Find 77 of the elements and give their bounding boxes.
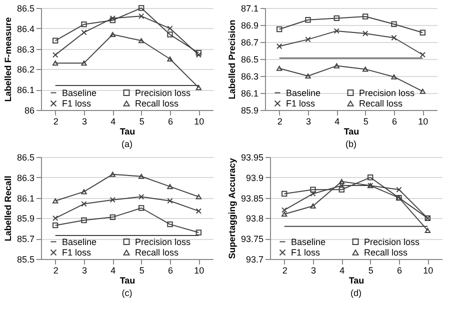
y-tick-label: 93.7 — [246, 254, 264, 264]
y-tick-label: 86.3 — [16, 44, 34, 54]
legend-label: Baseline — [62, 236, 97, 247]
y-axis-title: Labelled Recall — [2, 176, 13, 242]
y-tick-label: 93.9 — [246, 172, 264, 183]
x-tick-label: 4 — [110, 116, 116, 126]
y-axis-title: Supertagging Accuracy — [226, 158, 237, 259]
x-tick-label: 2 — [277, 116, 282, 126]
x-tick-label: 3 — [306, 116, 312, 126]
x-tick-label: 4 — [334, 116, 340, 126]
y-tick-label: 86 — [24, 106, 34, 116]
text: (c) — [122, 288, 132, 298]
x-tick-label: 10 — [194, 266, 204, 276]
legend-label: Baseline — [291, 236, 326, 247]
y-tick-label: 86.2 — [16, 64, 34, 75]
legend-label: Recall loss — [135, 248, 180, 258]
y-tick-label: 93.75 — [240, 234, 264, 244]
x-tick-label: 10 — [423, 266, 434, 276]
y-tick-label: 86.3 — [240, 72, 258, 82]
y-tick-label: 86.9 — [240, 20, 258, 30]
text: (a) — [122, 139, 132, 149]
y-tick-label: 86.5 — [240, 54, 258, 64]
legend-label: F1 loss — [291, 248, 321, 258]
y-tick-label: 85.9 — [240, 106, 258, 116]
x-axis-title: Tau — [344, 126, 360, 136]
y-tick-label: 86.4 — [16, 24, 34, 34]
legend-label: Baseline — [62, 88, 97, 98]
x-axis-title: Tau — [120, 276, 136, 286]
x-tick-label: 3 — [82, 116, 88, 126]
x-tick-label: 6 — [396, 266, 402, 276]
y-tick-label: 86.1 — [16, 85, 34, 96]
legend-label: F1 loss — [62, 248, 92, 258]
legend-label: F1 loss — [62, 98, 92, 108]
y-tick-label: 87.1 — [240, 4, 258, 14]
x-axis-title: Tau — [120, 126, 136, 136]
x-tick-label: 6 — [168, 266, 174, 276]
legend-label: Precision loss — [135, 236, 192, 247]
text: (b) — [346, 139, 356, 149]
x-tick-label: 5 — [363, 116, 368, 126]
x-tick-label: 6 — [392, 116, 398, 126]
y-axis-title: Labelled Precision — [226, 20, 237, 100]
x-tick-label: 3 — [82, 266, 88, 276]
y-tick-label: 93.8 — [246, 214, 264, 224]
x-tick-label: 3 — [310, 266, 316, 276]
y-tick-label: 93.85 — [240, 193, 264, 204]
y-tick-label: 86.1 — [16, 193, 34, 204]
legend-label: Precision loss — [135, 88, 192, 98]
text: (d) — [350, 288, 362, 298]
x-tick-label: 2 — [282, 266, 288, 276]
x-tick-label: 5 — [139, 266, 144, 276]
x-tick-label: 2 — [53, 116, 58, 126]
y-tick-label: 86.5 — [16, 4, 34, 14]
y-tick-label: 86.3 — [16, 172, 34, 183]
x-tick-label: 5 — [139, 116, 144, 126]
legend-label: Baseline — [286, 88, 321, 98]
y-tick-label: 86.7 — [240, 38, 258, 48]
legend-label: Precision loss — [359, 88, 416, 98]
x-tick-label: 4 — [340, 266, 345, 276]
x-tick-label: 5 — [368, 266, 374, 276]
y-axis-title: Labelled F-measure — [2, 17, 13, 102]
y-tick-label: 85.7 — [16, 234, 34, 244]
x-tick-label: 10 — [418, 116, 428, 126]
x-tick-label: 10 — [194, 116, 204, 126]
x-axis-title: Tau — [348, 276, 364, 286]
legend-label: Precision loss — [364, 236, 420, 247]
y-tick-label: 85.9 — [16, 214, 34, 224]
legend-label: F1 loss — [286, 98, 316, 108]
y-tick-label: 86.5 — [16, 152, 34, 162]
y-tick-label: 86.1 — [240, 88, 258, 98]
x-tick-label: 4 — [110, 266, 116, 276]
x-tick-label: 6 — [168, 116, 174, 126]
y-tick-label: 93.95 — [240, 152, 264, 162]
legend-label: Recall loss — [364, 248, 408, 258]
legend-label: Recall loss — [359, 98, 404, 108]
x-tick-label: 2 — [53, 266, 58, 276]
legend-label: Recall loss — [135, 98, 180, 108]
y-tick-label: 85.5 — [16, 254, 34, 264]
